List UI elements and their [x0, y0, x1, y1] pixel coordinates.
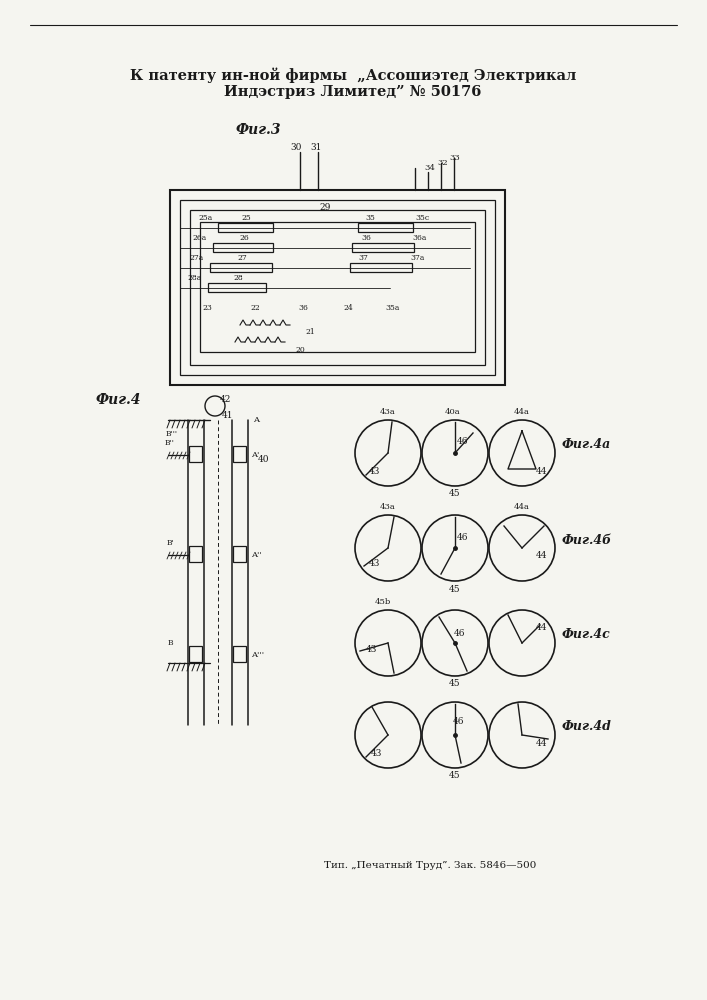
Text: 25a: 25a [199, 214, 213, 222]
Text: 44: 44 [536, 738, 548, 748]
Text: 37: 37 [358, 254, 368, 262]
Bar [233, 646, 246, 662]
Text: 26a: 26a [193, 234, 207, 242]
Text: 40: 40 [258, 456, 270, 464]
Text: 43: 43 [366, 645, 377, 654]
Bar [189, 446, 202, 462]
Text: 32: 32 [438, 159, 448, 167]
Bar [190, 210, 485, 365]
Bar [233, 446, 246, 462]
Text: 28: 28 [233, 274, 243, 282]
Text: 34: 34 [425, 164, 436, 172]
Text: Индэстриз Лимитед” № 50176: Индэстриз Лимитед” № 50176 [224, 85, 481, 99]
Text: Фиг.4: Фиг.4 [95, 393, 141, 407]
Text: A: A [253, 416, 259, 424]
Text: 27: 27 [237, 254, 247, 262]
Text: 43: 43 [368, 560, 380, 568]
Text: 44a: 44a [514, 503, 530, 511]
Text: B'': B'' [165, 439, 175, 447]
Bar [170, 190, 505, 385]
Text: 46: 46 [453, 716, 464, 726]
Text: 44: 44 [536, 624, 548, 633]
Text: 45: 45 [449, 772, 461, 780]
Bar [218, 223, 273, 232]
Text: 36a: 36a [413, 234, 427, 242]
Text: A': A' [251, 451, 259, 459]
Text: 23: 23 [202, 304, 212, 312]
Text: 46: 46 [457, 436, 469, 446]
Text: Фиг.4d: Фиг.4d [562, 720, 612, 734]
Text: 40a: 40a [445, 408, 461, 416]
Text: 28a: 28a [188, 274, 202, 282]
Text: Тип. „Печатный Труд”. Зак. 5846—500: Тип. „Печатный Труд”. Зак. 5846—500 [324, 860, 536, 869]
Text: 45: 45 [449, 489, 461, 498]
Text: К патенту ин-ной фирмы  „Ассошиэтед Электрикал: К патенту ин-ной фирмы „Ассошиэтед Элект… [130, 67, 576, 83]
Text: 45: 45 [449, 680, 461, 688]
Bar [233, 546, 246, 562]
Text: 46: 46 [455, 629, 466, 638]
Text: Фиг.4c: Фиг.4c [562, 629, 611, 642]
Text: 31: 31 [310, 143, 322, 152]
Text: 44a: 44a [514, 408, 530, 416]
Bar [208, 283, 266, 292]
Text: B''': B''' [166, 430, 178, 438]
Bar [352, 243, 414, 252]
Bar [350, 263, 412, 272]
Text: 21: 21 [305, 328, 315, 336]
Text: 43a: 43a [380, 503, 396, 511]
Bar [189, 646, 202, 662]
Text: 35: 35 [365, 214, 375, 222]
Text: A''': A''' [252, 651, 264, 659]
Bar [358, 223, 413, 232]
Text: 24: 24 [343, 304, 353, 312]
Text: 35a: 35a [386, 304, 400, 312]
Text: 33: 33 [450, 154, 460, 162]
Text: 43a: 43a [380, 408, 396, 416]
Text: Фиг.3: Фиг.3 [235, 123, 281, 137]
Text: 36: 36 [298, 304, 308, 312]
Text: 43: 43 [368, 466, 380, 476]
Text: 20: 20 [295, 346, 305, 354]
Bar [200, 222, 475, 352]
Bar [189, 546, 202, 562]
Text: 43: 43 [370, 748, 382, 758]
Text: 42: 42 [219, 394, 230, 403]
Text: 41: 41 [222, 410, 234, 420]
Text: 46: 46 [457, 534, 469, 542]
Text: 26: 26 [239, 234, 249, 242]
Text: 45b: 45b [375, 598, 391, 606]
Bar [213, 243, 273, 252]
Text: Фиг.4a: Фиг.4a [562, 438, 612, 452]
Text: 36: 36 [361, 234, 371, 242]
Bar [180, 200, 495, 375]
Text: 45: 45 [449, 584, 461, 593]
Text: 44: 44 [536, 552, 548, 560]
Bar [210, 263, 272, 272]
Text: 30: 30 [291, 143, 302, 152]
Text: 27a: 27a [190, 254, 204, 262]
Text: 35c: 35c [415, 214, 429, 222]
Text: 44: 44 [536, 466, 548, 476]
Text: 37a: 37a [411, 254, 425, 262]
Text: A'': A'' [250, 551, 262, 559]
Text: 25: 25 [241, 214, 251, 222]
Text: Фиг.4б: Фиг.4б [562, 534, 612, 546]
Text: 22: 22 [250, 304, 260, 312]
Text: B': B' [166, 539, 174, 547]
Text: 29: 29 [320, 202, 331, 212]
Text: B: B [167, 639, 173, 647]
